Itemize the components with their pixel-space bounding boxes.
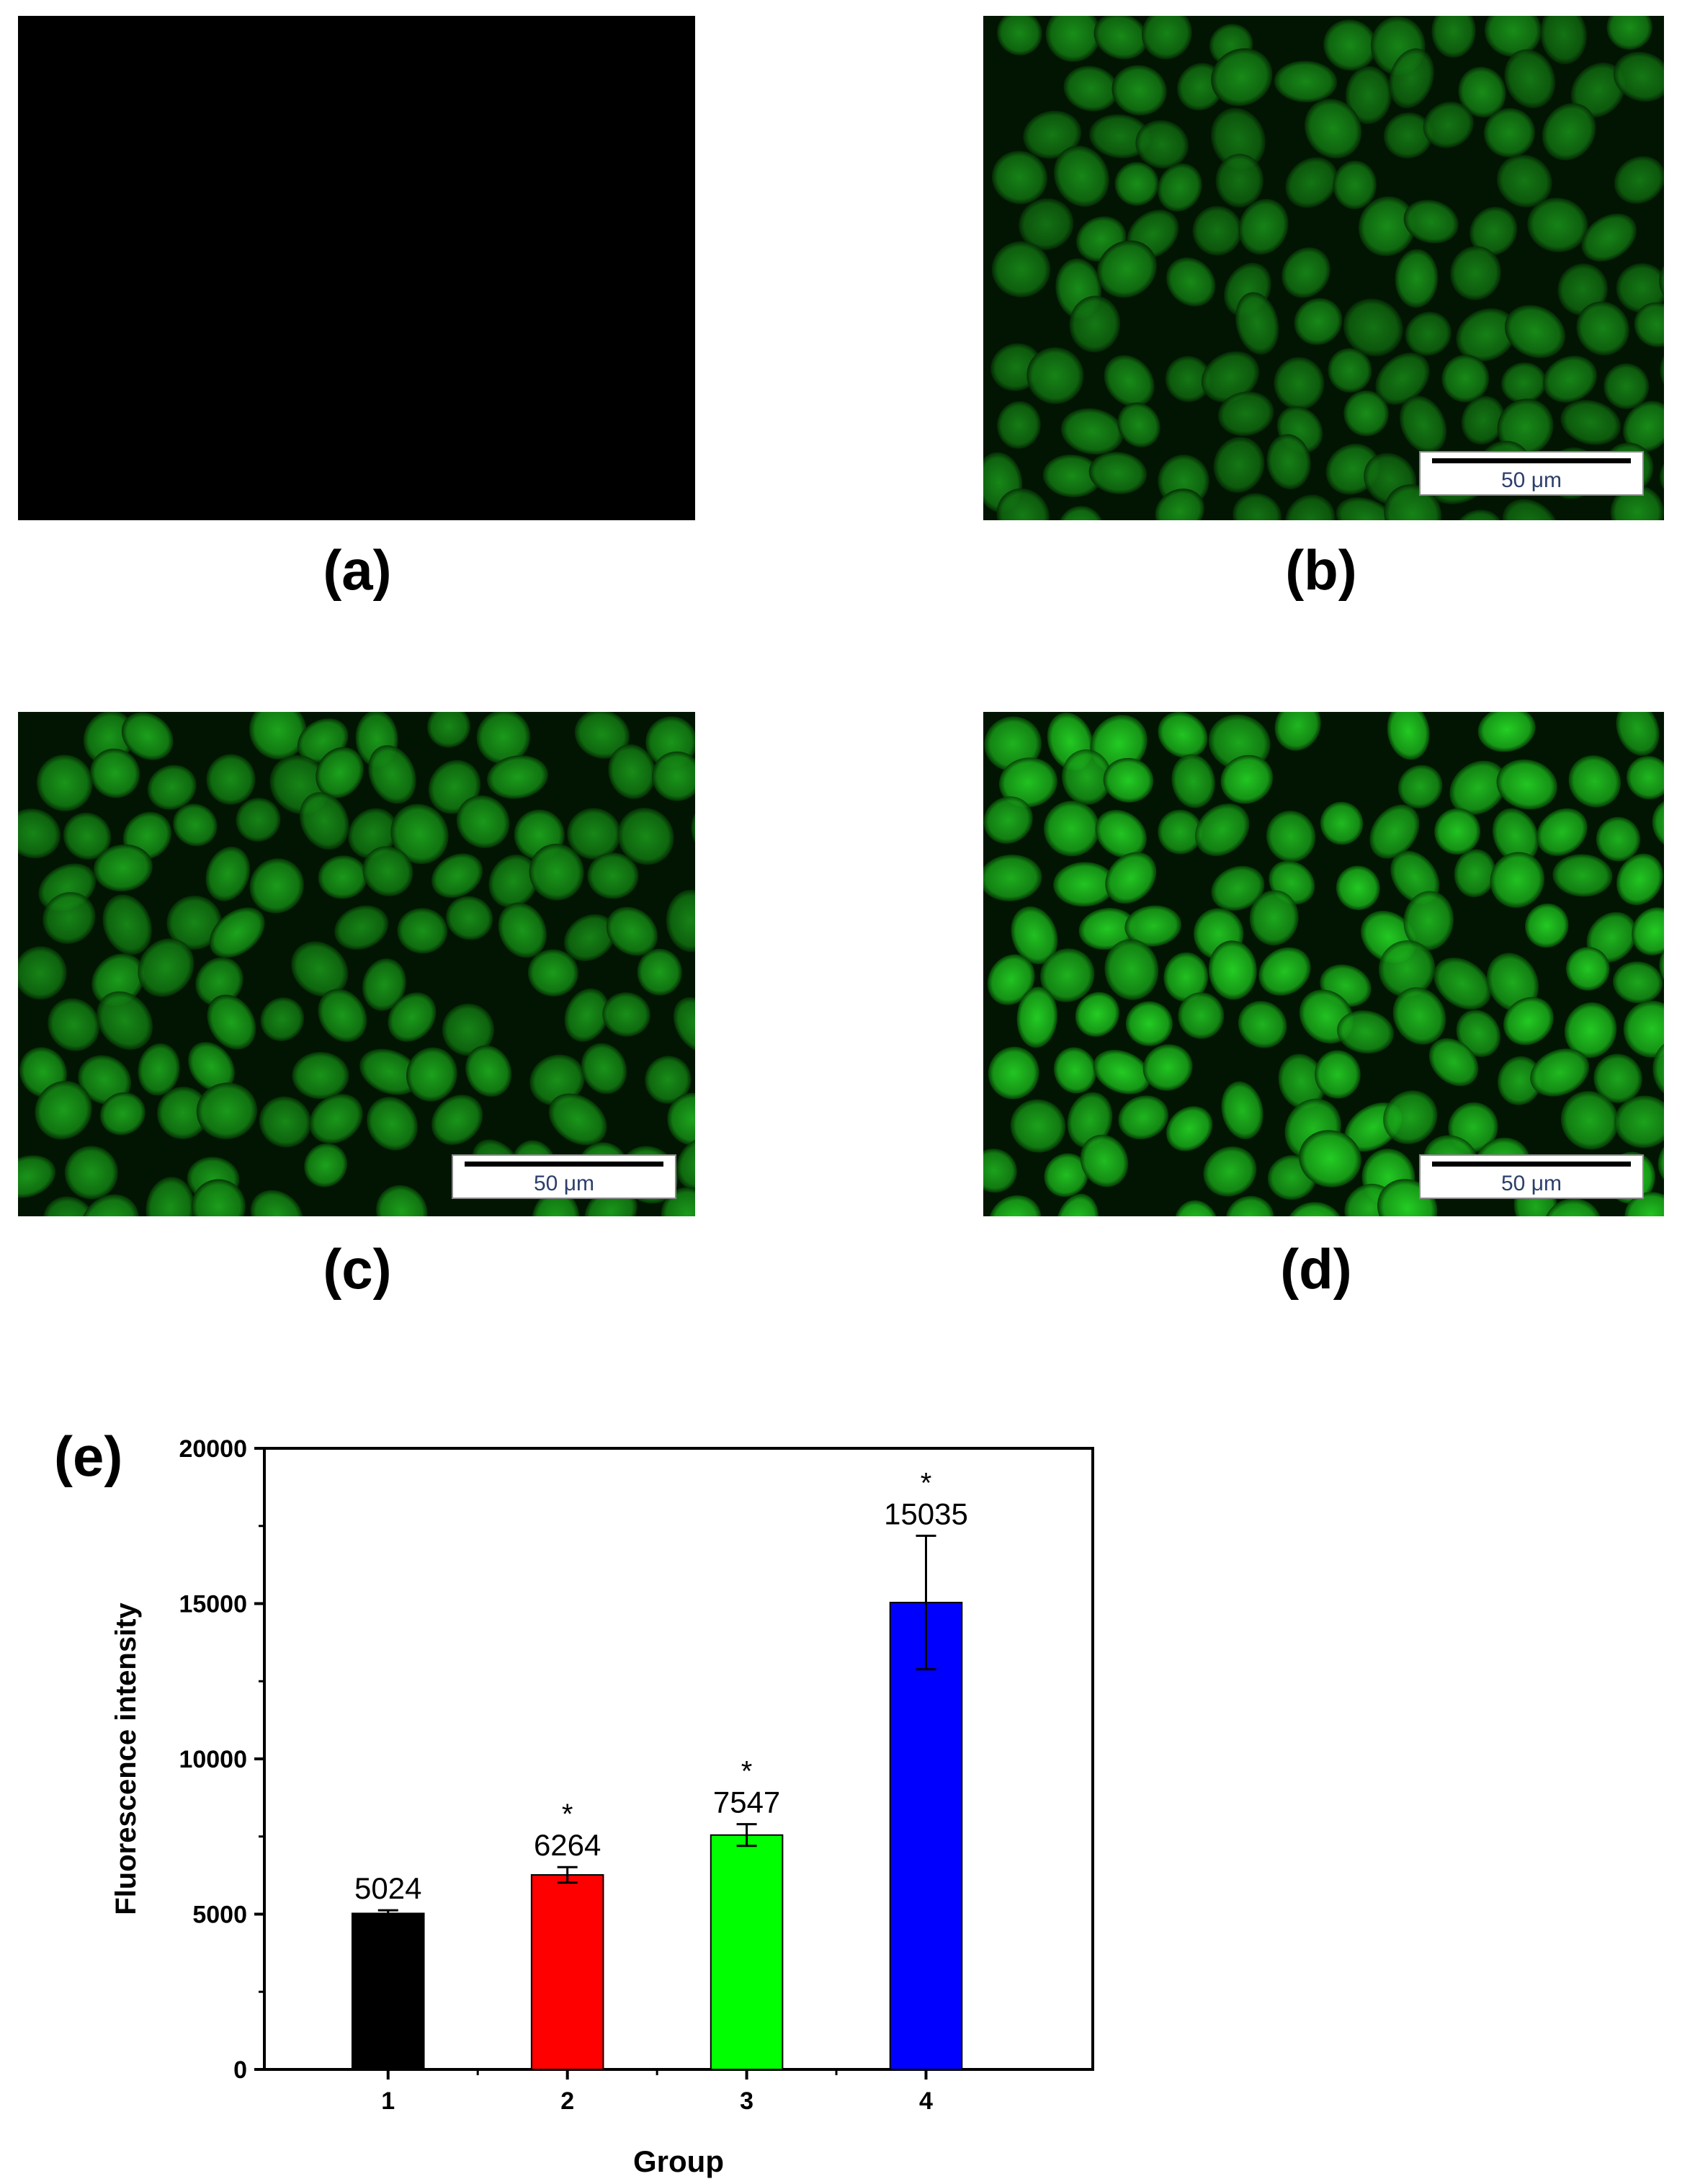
x-tick-label: 2	[560, 2087, 574, 2115]
panel-a-image	[18, 16, 695, 520]
y-axis-label: Fluorescence intensity	[110, 1603, 142, 1915]
significance-marker: *	[741, 1756, 753, 1788]
y-tick-label: 5000	[192, 1902, 247, 1929]
y-tick-label: 0	[233, 2056, 247, 2084]
panel-b-label: (b)	[1285, 538, 1357, 602]
y-tick-label: 20000	[179, 1435, 247, 1463]
bar-chart: (e) 05000100001500020000502416264*27547*…	[54, 1425, 1094, 2178]
value-label: 15035	[884, 1497, 968, 1530]
bar	[351, 1912, 425, 2070]
x-tick-label: 3	[740, 2087, 753, 2115]
x-axis-label: Group	[633, 2144, 724, 2178]
significance-marker: *	[562, 1799, 573, 1830]
panel-d-image: 50 μm	[983, 712, 1664, 1216]
significance-marker: *	[921, 1467, 932, 1499]
scale-bar: 50 μm	[1419, 1154, 1644, 1199]
panel-c-image: 50 μm	[18, 712, 695, 1216]
bar	[889, 1601, 963, 2070]
panel-a-label: (a)	[323, 538, 392, 602]
x-tick-label: 4	[919, 2087, 933, 2115]
scale-bar: 50 μm	[1419, 451, 1644, 496]
panel-e-label: (e)	[54, 1425, 122, 1488]
panel-b-image: 50 μm	[983, 16, 1664, 520]
value-label: 5024	[354, 1871, 421, 1905]
value-label: 7547	[713, 1786, 780, 1819]
value-label: 6264	[534, 1828, 601, 1862]
y-tick-label: 10000	[179, 1746, 247, 1773]
bar	[710, 1834, 784, 2070]
scale-bar: 50 μm	[452, 1154, 676, 1199]
panel-d-label: (d)	[1280, 1237, 1352, 1301]
x-tick-label: 1	[381, 2087, 395, 2115]
panel-c-label: (c)	[323, 1237, 392, 1301]
y-tick-label: 15000	[179, 1591, 247, 1618]
bar	[530, 1874, 604, 2070]
